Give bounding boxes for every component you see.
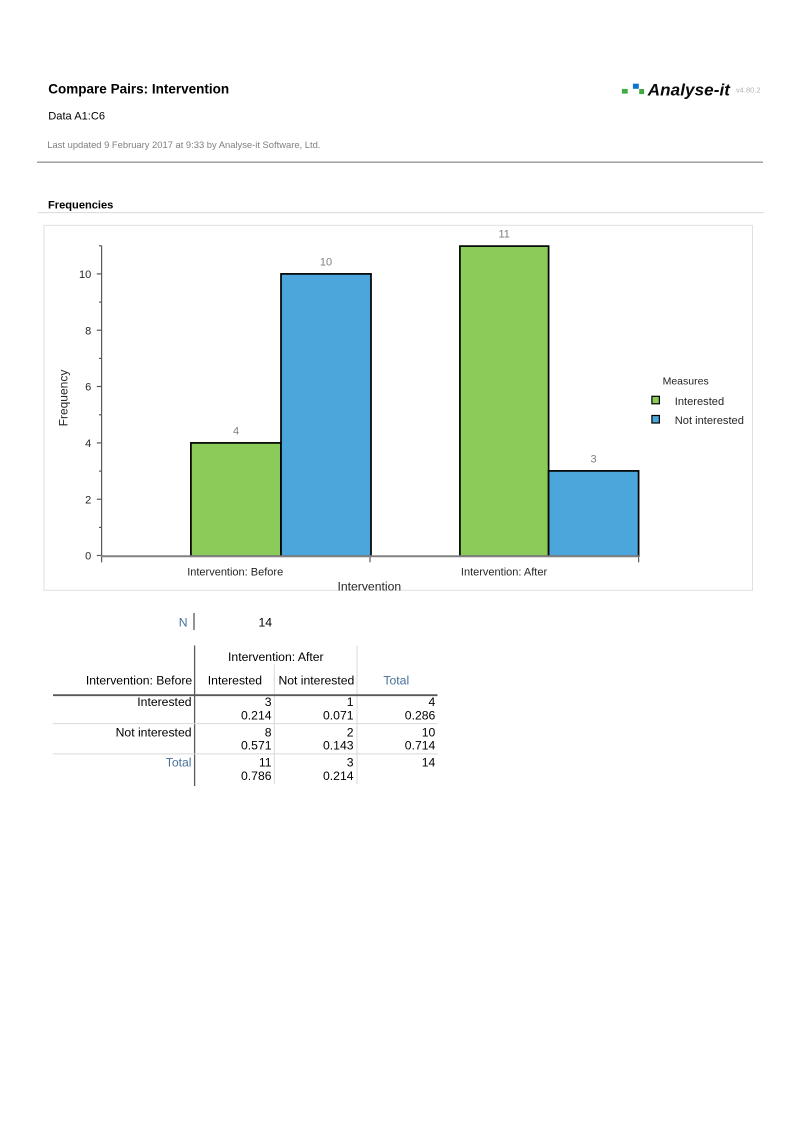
svg-text:Intervention: Intervention	[337, 580, 401, 594]
svg-text:10: 10	[79, 269, 91, 281]
svg-text:Measures: Measures	[663, 375, 709, 387]
svg-text:4: 4	[85, 438, 91, 450]
svg-text:3: 3	[265, 695, 272, 709]
svg-text:2: 2	[85, 494, 91, 506]
svg-text:8: 8	[85, 325, 91, 337]
svg-text:0.214: 0.214	[241, 708, 272, 722]
svg-text:3: 3	[347, 756, 354, 770]
svg-text:Total: Total	[383, 674, 409, 688]
svg-text:8: 8	[265, 725, 272, 739]
svg-text:Intervention: After: Intervention: After	[461, 567, 548, 579]
svg-text:4: 4	[233, 425, 239, 437]
svg-text:Interested: Interested	[675, 396, 724, 408]
svg-text:Interested: Interested	[208, 674, 262, 688]
svg-text:Last updated 9 February 2017 a: Last updated 9 February 2017 at 9:33 by …	[47, 139, 320, 150]
svg-text:3: 3	[591, 453, 597, 465]
svg-text:0.786: 0.786	[241, 769, 272, 783]
svg-text:0.143: 0.143	[323, 739, 354, 753]
svg-text:6: 6	[85, 382, 91, 394]
svg-text:0.214: 0.214	[323, 769, 354, 783]
svg-text:0.286: 0.286	[405, 708, 436, 722]
svg-text:11: 11	[259, 756, 272, 770]
svg-text:14: 14	[422, 756, 436, 770]
svg-text:0.714: 0.714	[405, 739, 436, 753]
svg-text:14: 14	[258, 615, 272, 629]
svg-text:10: 10	[320, 256, 332, 268]
svg-text:Not interested: Not interested	[278, 674, 354, 688]
svg-text:2: 2	[347, 725, 354, 739]
svg-text:N: N	[179, 615, 188, 629]
svg-text:Intervention: Before: Intervention: Before	[86, 674, 193, 688]
svg-text:0: 0	[85, 551, 91, 563]
svg-text:11: 11	[498, 229, 509, 241]
svg-text:Data A1:C6: Data A1:C6	[48, 111, 105, 123]
svg-text:1: 1	[347, 695, 354, 709]
svg-text:Interested: Interested	[137, 695, 191, 709]
svg-text:v4.80.2: v4.80.2	[736, 86, 761, 95]
svg-text:4: 4	[429, 695, 436, 709]
svg-text:0.071: 0.071	[323, 708, 354, 722]
svg-text:Frequency: Frequency	[56, 370, 70, 427]
svg-text:Intervention: Before: Intervention: Before	[187, 567, 283, 579]
svg-text:Frequencies: Frequencies	[48, 200, 113, 212]
svg-text:Not interested: Not interested	[675, 415, 744, 427]
svg-text:Intervention: After: Intervention: After	[228, 650, 324, 664]
svg-text:Analyse-it: Analyse-it	[647, 80, 731, 99]
svg-text:0.571: 0.571	[241, 739, 272, 753]
svg-text:10: 10	[422, 725, 436, 739]
svg-text:Compare Pairs: Intervention: Compare Pairs: Intervention	[48, 82, 229, 97]
svg-text:Not interested: Not interested	[116, 725, 192, 739]
svg-text:Total: Total	[166, 756, 192, 770]
